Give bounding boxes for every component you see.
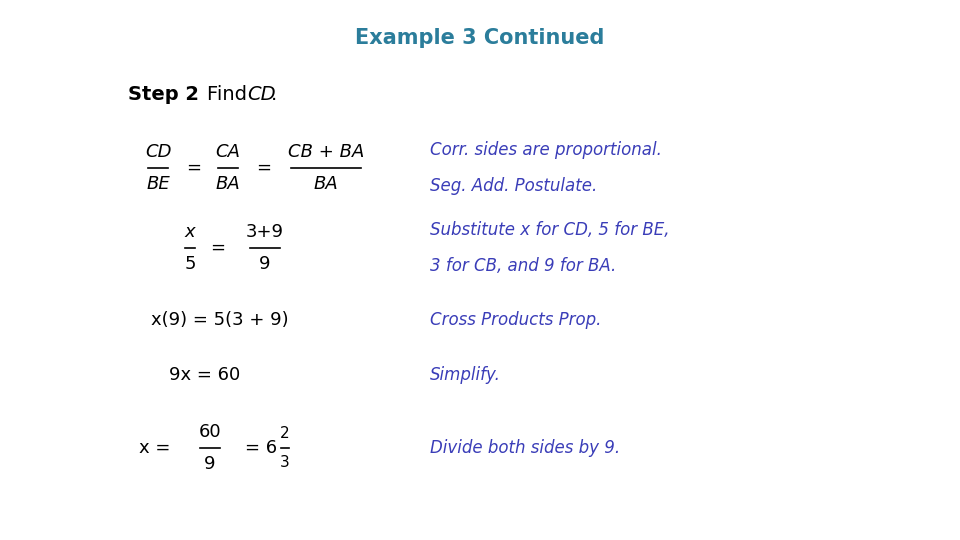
Text: CA: CA	[215, 143, 241, 161]
Text: BA: BA	[216, 175, 240, 193]
Text: 3 for CB, and 9 for BA.: 3 for CB, and 9 for BA.	[430, 257, 616, 275]
Text: x: x	[184, 223, 195, 241]
Text: BA: BA	[314, 175, 338, 193]
Text: 9: 9	[204, 455, 216, 473]
Text: Simplify.: Simplify.	[430, 366, 501, 384]
Text: =: =	[210, 239, 226, 257]
Text: CD: CD	[247, 85, 276, 105]
Text: 9x = 60: 9x = 60	[169, 366, 241, 384]
Text: =: =	[186, 159, 202, 177]
Text: Find: Find	[207, 85, 253, 105]
Text: x =: x =	[139, 439, 171, 457]
Text: Substitute x for CD, 5 for BE,: Substitute x for CD, 5 for BE,	[430, 221, 669, 239]
Text: CD: CD	[145, 143, 171, 161]
Text: .: .	[271, 85, 277, 105]
Text: 5: 5	[184, 255, 196, 273]
Text: x(9) = 5(3 + 9): x(9) = 5(3 + 9)	[151, 311, 289, 329]
Text: 3: 3	[280, 455, 290, 470]
Text: Seg. Add. Postulate.: Seg. Add. Postulate.	[430, 177, 597, 195]
Text: Corr. sides are proportional.: Corr. sides are proportional.	[430, 141, 661, 159]
Text: Step 2: Step 2	[128, 85, 199, 105]
Text: =: =	[256, 159, 272, 177]
Text: 3+9: 3+9	[246, 223, 284, 241]
Text: BE: BE	[146, 175, 170, 193]
Text: Divide both sides by 9.: Divide both sides by 9.	[430, 439, 620, 457]
Text: = 6: = 6	[245, 439, 277, 457]
Text: CB + BA: CB + BA	[288, 143, 364, 161]
Text: 60: 60	[199, 423, 222, 441]
Text: 9: 9	[259, 255, 271, 273]
Text: 2: 2	[280, 426, 290, 441]
Text: Cross Products Prop.: Cross Products Prop.	[430, 311, 601, 329]
Text: Example 3 Continued: Example 3 Continued	[355, 28, 605, 48]
